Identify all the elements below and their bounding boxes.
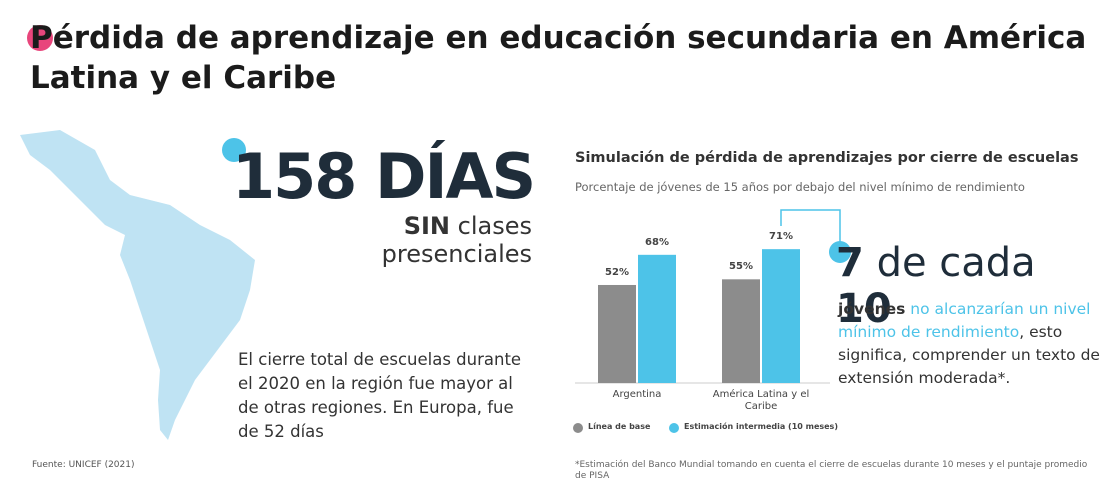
- callout-n1: 7: [836, 240, 864, 286]
- value-label: 52%: [605, 266, 629, 278]
- sub-bold: SIN: [403, 212, 451, 240]
- callout-bold: jóvenes: [838, 300, 906, 318]
- legend-label: Estimación intermedia (10 meses): [684, 422, 838, 431]
- legend-swatch: [669, 423, 679, 433]
- callout-head: 7 de cada 10: [836, 240, 1102, 332]
- big-number: 158 DÍAS: [232, 140, 536, 213]
- connector: [780, 209, 841, 243]
- value-label: 71%: [769, 231, 793, 243]
- map: [20, 130, 255, 440]
- callout-rest: , esto significa, comprender un texto de…: [838, 323, 1100, 387]
- callout-dot: [829, 241, 851, 263]
- category-label: Argentina: [612, 389, 662, 400]
- bar: [598, 284, 636, 383]
- chart-title: Simulación de pérdida de aprendizajes po…: [575, 150, 1079, 166]
- legend-label: Línea de base: [588, 422, 651, 431]
- legend-swatch: [573, 423, 583, 433]
- callout-text: jóvenes no alcanzarían un nivel mínimo d…: [838, 298, 1100, 390]
- callout-mid: de cada: [876, 240, 1036, 286]
- value-label: 68%: [645, 236, 669, 248]
- chart-subtitle: Porcentaje de jóvenes de 15 años por deb…: [575, 180, 1025, 194]
- subline: SIN clases presenciales: [360, 212, 532, 268]
- category-label: América Latina y el Caribe: [712, 389, 810, 412]
- footnote: *Estimación del Banco Mundial tomando en…: [575, 460, 1088, 481]
- title: Pérdida de aprendizaje en educación secu…: [30, 20, 1087, 96]
- sub-rest: clases presenciales: [381, 212, 532, 268]
- callout-n2: 10: [836, 286, 892, 332]
- paragraph: El cierre total de escuelas durante el 2…: [238, 350, 522, 441]
- bar: [638, 254, 676, 383]
- bar: [722, 279, 760, 383]
- title-dot: [27, 25, 53, 51]
- bars: [573, 249, 800, 433]
- bar: [762, 249, 800, 383]
- value-label: 55%: [729, 261, 753, 273]
- accent-dot: [222, 138, 246, 162]
- source: Fuente: UNICEF (2021): [32, 460, 135, 470]
- callout-blue: no alcanzarían un nivel mínimo de rendim…: [838, 300, 1091, 341]
